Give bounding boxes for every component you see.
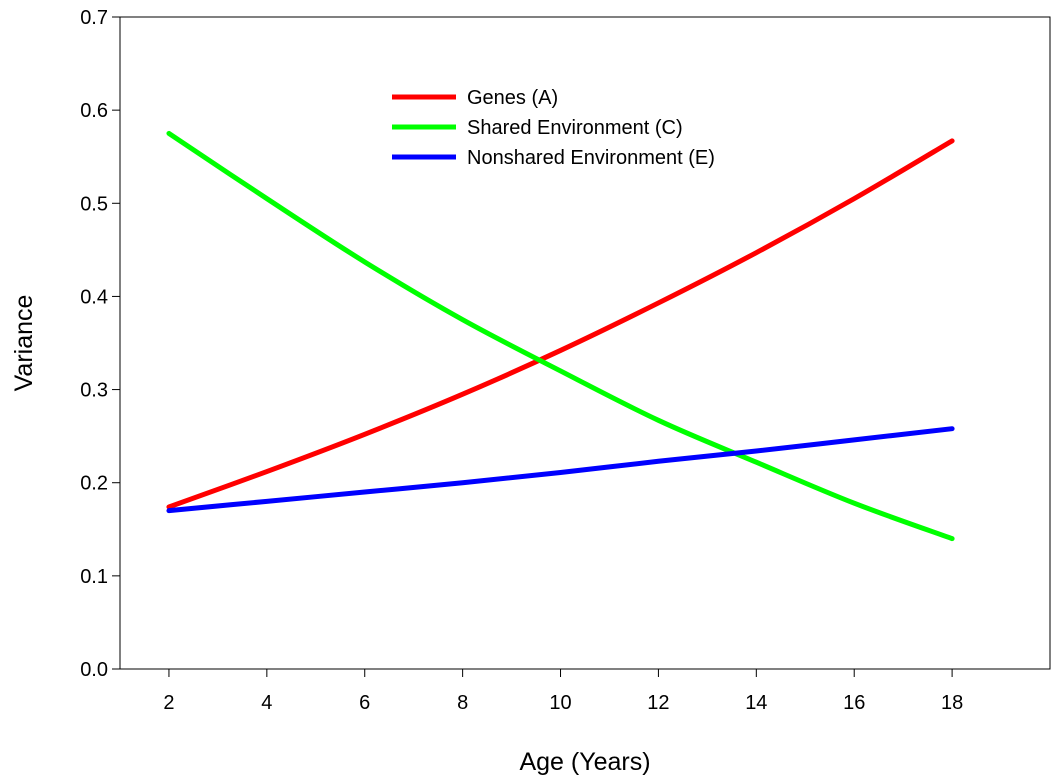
x-axis: 2 4 6 8 10 12 14 16 18 bbox=[163, 669, 963, 714]
x-tick-label: 10 bbox=[549, 692, 571, 714]
legend-label: Genes (A) bbox=[467, 87, 558, 109]
series-line-genes-a bbox=[166, 138, 955, 510]
y-tick-label: 0.4 bbox=[80, 286, 108, 308]
x-tick-label: 12 bbox=[647, 692, 669, 714]
y-tick-label: 0.1 bbox=[80, 566, 108, 588]
y-tick-label: 0.0 bbox=[80, 659, 108, 681]
x-tick-label: 4 bbox=[261, 692, 272, 714]
x-tick-label: 8 bbox=[457, 692, 468, 714]
y-tick-label: 0.2 bbox=[80, 473, 108, 495]
x-tick-label: 16 bbox=[843, 692, 865, 714]
legend-label: Shared Environment (C) bbox=[467, 117, 683, 139]
y-tick-label: 0.5 bbox=[80, 193, 108, 215]
x-axis-title: Age (Years) bbox=[519, 748, 650, 776]
y-tick-label: 0.3 bbox=[80, 380, 108, 402]
series-line-nonshared-environment-e bbox=[166, 426, 955, 514]
plot-frame bbox=[119, 16, 1051, 670]
x-tick-label: 6 bbox=[359, 692, 370, 714]
y-axis-title: Variance bbox=[10, 295, 38, 392]
x-tick-label: 14 bbox=[745, 692, 767, 714]
legend-label: Nonshared Environment (E) bbox=[467, 147, 715, 169]
series-lines bbox=[166, 130, 955, 542]
x-tick-label: 18 bbox=[941, 692, 963, 714]
x-tick-label: 2 bbox=[163, 692, 174, 714]
y-tick-label: 0.6 bbox=[80, 100, 108, 122]
legend: Genes (A) Shared Environment (C) Nonshared… bbox=[392, 87, 715, 169]
series-line-shared-environment-c bbox=[166, 130, 955, 542]
y-axis: 0.0 0.1 0.2 0.3 0.4 0.5 0.6 0.7 bbox=[80, 7, 120, 681]
y-tick-label: 0.7 bbox=[80, 7, 108, 29]
